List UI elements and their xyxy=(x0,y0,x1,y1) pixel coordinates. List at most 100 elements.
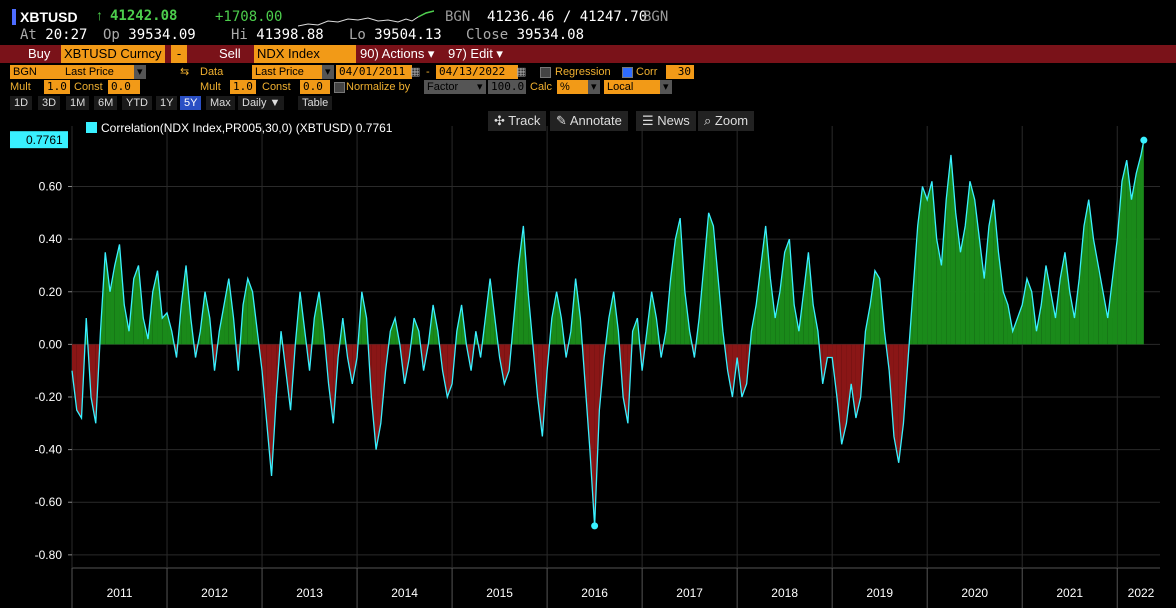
area-segment xyxy=(1098,265,1103,345)
legend-swatch xyxy=(86,122,97,133)
annotate-tool[interactable]: ✎ Annotate xyxy=(550,111,628,131)
chevron-down-icon[interactable]: ▾ xyxy=(474,80,486,94)
const-input[interactable]: 0.0 xyxy=(108,80,140,94)
sell-security-input[interactable]: NDX Index xyxy=(254,45,356,63)
mult-label-2: Mult xyxy=(200,81,221,93)
range-1y[interactable]: 1Y xyxy=(156,96,178,110)
area-segment xyxy=(984,225,989,345)
area-segment xyxy=(917,186,923,345)
open-field: Op 39534.09 xyxy=(103,27,196,43)
area-fills xyxy=(72,140,1144,526)
end-date-input[interactable]: 04/13/2022 xyxy=(436,65,518,79)
area-segment xyxy=(1131,173,1137,345)
news-tool[interactable]: ☰ News xyxy=(636,111,696,131)
actions-menu[interactable]: 90) Actions ▾ xyxy=(360,46,435,61)
at-field: At 20:27 xyxy=(20,27,88,43)
area-segment xyxy=(361,291,367,345)
data-field-select[interactable]: Last Price xyxy=(252,65,328,79)
normalize-checkbox[interactable] xyxy=(334,80,345,94)
range-1m[interactable]: 1M xyxy=(66,96,90,110)
area-segment xyxy=(167,312,172,345)
area-segment xyxy=(314,291,320,345)
range-1d[interactable]: 1D xyxy=(10,96,33,110)
price-change: +1708.00 xyxy=(215,9,283,25)
mult-input[interactable]: 1.0 xyxy=(44,80,70,94)
x-tick-label: 2020 xyxy=(961,586,988,600)
area-segment xyxy=(205,291,210,345)
area-segment xyxy=(585,344,590,450)
area-segment xyxy=(784,239,790,345)
chevron-down-icon[interactable]: ▾ xyxy=(660,80,672,94)
area-segment xyxy=(1088,199,1094,345)
zoom-tool[interactable]: ⌕ Zoom xyxy=(698,111,755,131)
area-segment xyxy=(1050,291,1056,345)
const-label: Const xyxy=(74,81,103,93)
mult-input-2[interactable]: 1.0 xyxy=(230,80,256,94)
corr-checkbox[interactable] xyxy=(622,65,633,79)
area-segment xyxy=(960,225,966,345)
area-segment xyxy=(808,252,814,345)
area-segment xyxy=(1140,140,1144,345)
corr-period-input[interactable]: 30 xyxy=(666,65,694,79)
area-segment xyxy=(827,344,833,358)
y-tick-label: -0.80 xyxy=(35,548,63,562)
area-segment xyxy=(803,252,809,345)
area-segment xyxy=(760,225,766,345)
area-segment xyxy=(266,344,272,476)
range-3d[interactable]: 3D xyxy=(38,96,61,110)
area-segment xyxy=(1055,278,1061,345)
area-segment xyxy=(209,318,213,345)
currency-select[interactable]: Local xyxy=(604,80,662,94)
range-daily[interactable]: Daily ▼ xyxy=(238,96,285,110)
normalize-label: Normalize by xyxy=(346,81,411,93)
start-date-input[interactable]: 04/01/2011 xyxy=(336,65,412,79)
area-segment xyxy=(157,270,163,345)
range-5y[interactable]: 5Y xyxy=(180,96,202,110)
factor-select[interactable]: Factor xyxy=(424,80,480,94)
area-segment xyxy=(893,344,899,463)
point-markers xyxy=(591,136,1148,530)
range-max[interactable]: Max xyxy=(206,96,235,110)
buy-security-input[interactable]: XBTUSD Curncy xyxy=(61,45,165,63)
area-segment xyxy=(770,278,776,345)
legend-label: Correlation(NDX Index,PR005,30,0) (XBTUS… xyxy=(101,121,393,135)
close-field: Close 39534.08 xyxy=(466,27,585,43)
area-segment xyxy=(485,278,491,345)
calendar-icon[interactable]: ▦ xyxy=(516,66,527,78)
range-ytd[interactable]: YTD xyxy=(122,96,152,110)
area-segment xyxy=(133,265,139,345)
swap-icon[interactable]: ⇆ xyxy=(180,66,190,78)
calendar-icon[interactable]: ▦ xyxy=(410,66,421,78)
range-table[interactable]: Table xyxy=(298,96,333,110)
chevron-down-icon[interactable]: ▾ xyxy=(134,65,146,79)
area-segment xyxy=(551,291,557,345)
price-field-select[interactable]: Last Price xyxy=(62,65,140,79)
x-tick-label: 2018 xyxy=(771,586,798,600)
correlation-chart[interactable]: 0.60 0.40 0.20 0.00 -0.20 -0.40 -0.60 -0.80 201… xyxy=(0,110,1176,608)
source-label: BGN xyxy=(445,9,471,25)
edit-menu[interactable]: 97) Edit ▾ xyxy=(448,46,503,61)
track-tool[interactable]: ✣ Track xyxy=(488,111,547,131)
x-tick-label: 2013 xyxy=(296,586,323,600)
x-tick-label: 2011 xyxy=(107,586,133,600)
area-segment xyxy=(1026,278,1032,345)
crosshair-icon: ✣ xyxy=(494,113,505,128)
calc-select[interactable]: % xyxy=(557,80,591,94)
area-segment xyxy=(414,318,419,345)
area-segment xyxy=(556,291,562,345)
ticker[interactable]: XBTUSD xyxy=(12,9,78,25)
area-segment xyxy=(1126,160,1132,345)
chevron-down-icon[interactable]: ▾ xyxy=(322,65,334,79)
source-select[interactable]: BGN xyxy=(10,65,62,79)
area-segment xyxy=(105,252,111,345)
area-segment xyxy=(979,239,985,345)
const-input-2[interactable]: 0.0 xyxy=(300,80,330,94)
range-6m[interactable]: 6M xyxy=(94,96,118,110)
area-segment xyxy=(756,265,761,345)
factor-value-input[interactable]: 100.0 xyxy=(488,80,526,94)
up-arrow-icon: ↑ xyxy=(96,7,103,23)
chevron-down-icon[interactable]: ▾ xyxy=(588,80,600,94)
area-segment xyxy=(846,344,852,424)
regression-checkbox[interactable] xyxy=(540,65,551,79)
dash-button[interactable]: - xyxy=(171,45,187,63)
